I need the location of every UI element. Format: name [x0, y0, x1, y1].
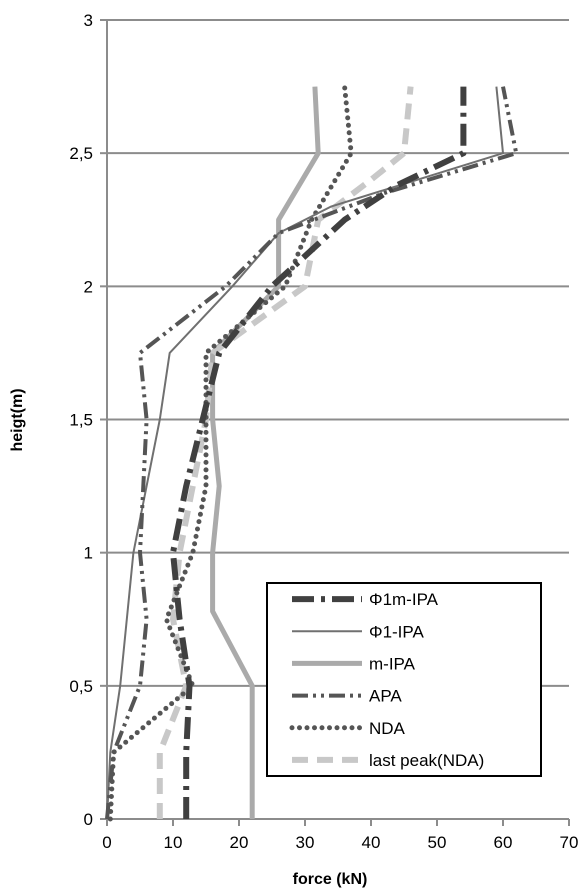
y-tick-label: 0 [84, 810, 93, 829]
x-tick-label: 70 [560, 833, 579, 852]
legend-label: m-IPA [369, 654, 416, 673]
x-tick-label: 50 [428, 833, 447, 852]
y-axis-label: heigt(m) [9, 388, 26, 451]
legend-label: Φ1-IPA [369, 622, 424, 641]
x-tick-label: 40 [362, 833, 381, 852]
series-line [170, 86, 467, 819]
y-tick-label: 1 [84, 544, 93, 563]
series-lines [105, 84, 519, 822]
y-tick-label: 2 [84, 277, 93, 296]
legend-label: last peak(NDA) [369, 751, 484, 770]
axes [100, 19, 570, 826]
x-tick-label: 30 [296, 833, 315, 852]
y-tick-label: 0,5 [69, 677, 93, 696]
series-line [105, 86, 519, 820]
legend-box [266, 582, 542, 777]
x-tick-label: 0 [102, 833, 111, 852]
y-tick-label: 2,5 [69, 144, 93, 163]
tick-labels: 00,511,522,530 10 20 30 40 50 60 70 [69, 11, 578, 852]
x-tick-label: 10 [164, 833, 183, 852]
legend-label: APA [369, 687, 402, 706]
legend-label: Φ1m-IPA [369, 590, 439, 609]
legend-label: NDA [369, 719, 406, 738]
x-axis-label: force (kN) [293, 871, 368, 888]
legend: Φ1m-IPA Φ1-IPA m-IPA APA NDA last peak(NDA) [266, 582, 542, 777]
x-tick-label: 20 [230, 833, 249, 852]
series-line [210, 86, 321, 819]
x-tick-label: 60 [494, 833, 513, 852]
y-tick-label: 1,5 [69, 411, 93, 430]
series-line [107, 84, 354, 822]
y-tick-label: 3 [84, 11, 93, 30]
